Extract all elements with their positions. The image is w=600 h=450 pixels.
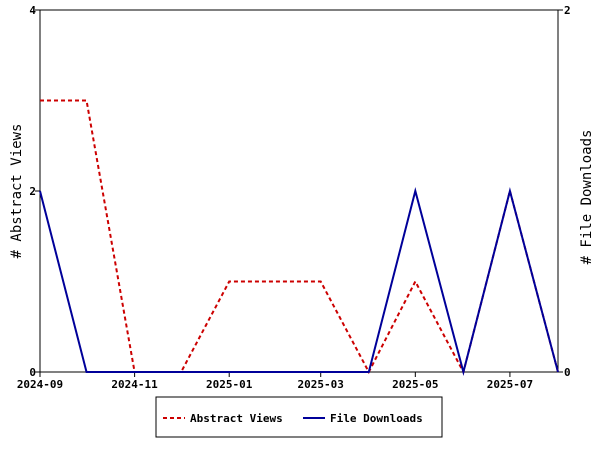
x-tick-label: 2024-11 (111, 378, 158, 391)
x-tick-label: 2025-03 (298, 378, 344, 391)
legend-label-abstract-views: Abstract Views (190, 412, 283, 425)
series-line-file-downloads (39, 187, 559, 376)
legend: Abstract Views File Downloads (155, 396, 443, 438)
plot-frame (39, 9, 559, 373)
y-axis-right-title: # File Downloads (579, 130, 595, 265)
y-left-tick-label: 0 (29, 366, 36, 379)
y-axis-left-title: # Abstract Views (9, 124, 25, 259)
legend-box (155, 396, 443, 438)
series-line-abstract-views (40, 99, 559, 375)
y-right-tick-label: 2 (564, 4, 571, 17)
y-left-tick-label: 2 (29, 185, 36, 198)
x-tick-label: 2025-05 (392, 378, 438, 391)
x-axis: 2024-09 2024-11 2025-01 2025-03 2025-05 2025-… (17, 372, 533, 391)
y-axis-left: 0 2 4 (29, 4, 40, 379)
x-tick-label: 2025-01 (206, 378, 253, 391)
y-left-tick-label: 4 (29, 4, 36, 17)
x-tick-label: 2024-09 (17, 378, 63, 391)
y-right-tick-label: 0 (564, 366, 571, 379)
plot-area (39, 9, 559, 373)
y-axis-right: 02 (558, 4, 571, 379)
legend-label-file-downloads: File Downloads (330, 412, 423, 425)
x-tick-label: 2025-07 (487, 378, 533, 391)
series-layer (39, 99, 559, 376)
